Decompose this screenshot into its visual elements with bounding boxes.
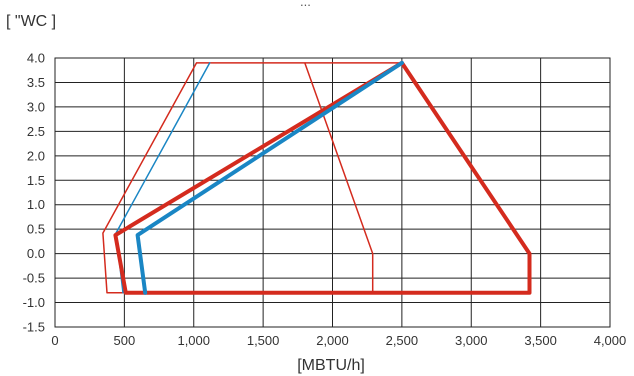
series-line-4 — [135, 60, 404, 295]
y-tick-label: 3.5 — [27, 75, 45, 90]
y-tick-label: 0.5 — [27, 222, 45, 237]
x-tick-label: 2,000 — [316, 333, 349, 348]
y-tick-label: -1.5 — [23, 320, 45, 335]
y-tick-label: 2.0 — [27, 148, 45, 163]
y-tick-label: -1.0 — [23, 295, 45, 310]
x-axis-unit-label: [MBTU/h] — [297, 357, 365, 374]
x-axis-ticks: 0 500 1,000 1,500 2,000 2,500 3,000 3,500 4,000 — [51, 333, 626, 348]
y-tick-label: 3.0 — [27, 99, 45, 114]
x-tick-label: 2,500 — [386, 333, 419, 348]
x-tick-label: 4,000 — [594, 333, 627, 348]
plot-frame — [54, 57, 611, 328]
y-axis-unit-label: [ "WC ] — [6, 13, 56, 30]
y-tick-label: 4.0 — [27, 51, 45, 66]
y-tick-label: 2.5 — [27, 124, 45, 139]
y-axis-ticks: 4.0 3.5 3.0 2.5 2.0 1.5 1.0 0.5 0.0 -0.5 -1.0 -1.5 — [23, 51, 45, 335]
x-tick-label: 1,500 — [247, 333, 280, 348]
y-tick-label: 1.5 — [27, 173, 45, 188]
series-line-3 — [113, 60, 532, 295]
y-tick-label: 1.0 — [27, 197, 45, 212]
series-layer — [102, 60, 532, 295]
series-line-1 — [102, 62, 403, 294]
x-tick-label: 3,500 — [524, 333, 557, 348]
y-tick-label: -0.5 — [23, 271, 45, 286]
x-tick-label: 3,000 — [455, 333, 488, 348]
x-tick-label: 500 — [114, 333, 136, 348]
chart-top-caption: ... — [300, 0, 311, 9]
y-tick-label: 0.0 — [27, 246, 45, 261]
x-tick-label: 1,000 — [177, 333, 210, 348]
x-tick-label: 0 — [51, 333, 58, 348]
